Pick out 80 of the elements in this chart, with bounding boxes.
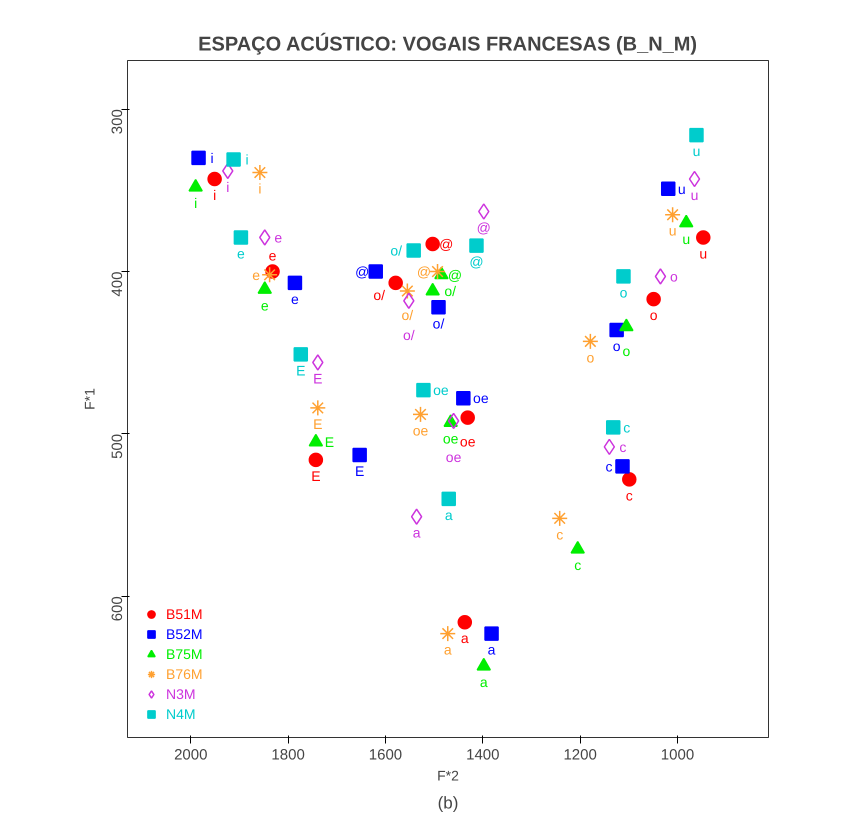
data-label: oe — [473, 390, 489, 406]
y-tick-label: 400 — [109, 272, 126, 297]
data-label: o/ — [390, 242, 402, 258]
data-label: e — [237, 245, 246, 262]
data-label: E — [313, 370, 322, 386]
data-label: c — [619, 438, 626, 455]
data-label: u — [692, 143, 700, 160]
data-label: a — [460, 630, 469, 646]
data-label: i — [210, 150, 214, 166]
x-tick-label: 1600 — [368, 746, 402, 764]
data-label: i — [258, 180, 262, 197]
data-label: u — [678, 180, 686, 197]
data-label: i — [226, 178, 230, 195]
data-label: i — [194, 195, 198, 212]
data-label: o — [612, 338, 621, 354]
data-label: i — [246, 152, 249, 168]
x-axis-title: F*2 — [437, 768, 460, 784]
data-label: e — [274, 229, 282, 246]
data-label: o/ — [402, 326, 415, 343]
x-tick-label: 2000 — [174, 746, 208, 764]
data-label: e — [268, 248, 277, 264]
data-label: u — [682, 230, 690, 247]
data-label: e — [252, 266, 260, 283]
data-label: oe — [412, 422, 428, 438]
data-label: @ — [448, 266, 462, 283]
data-label: o — [622, 342, 630, 359]
data-label: E — [354, 463, 364, 480]
data-label: c — [626, 487, 633, 504]
data-label: a — [444, 506, 453, 523]
data-label: a — [412, 524, 421, 541]
legend-label: B51M — [166, 605, 203, 623]
data-label: o — [620, 284, 628, 300]
y-tick-label: 600 — [109, 596, 126, 622]
x-tick-label: 1400 — [466, 746, 500, 764]
data-label: @ — [355, 264, 370, 280]
data-label: o — [670, 268, 678, 284]
legend-label: N4M — [166, 705, 196, 723]
y-axis-title: F*1 — [82, 388, 98, 410]
legend-label: B76M — [166, 665, 203, 683]
y-tick-label: 300 — [109, 109, 126, 134]
data-label: @ — [476, 219, 491, 236]
data-label: E — [311, 468, 321, 484]
data-label: a — [488, 642, 496, 658]
data-label: u — [690, 187, 698, 204]
legend-label: B75M — [166, 645, 203, 663]
chart-title: ESPAÇO ACÚSTICO: VOGAIS FRANCESAS (B_N_M) — [198, 32, 698, 56]
data-label: E — [313, 416, 322, 432]
data-label: @ — [416, 264, 432, 280]
legend-label: N3M — [166, 685, 196, 703]
data-label: oe — [442, 430, 459, 447]
data-label: o/ — [444, 283, 456, 300]
data-label: o/ — [373, 286, 386, 303]
text: (b) — [438, 794, 458, 812]
data-label: c — [556, 526, 564, 542]
data-label: o/ — [432, 315, 444, 332]
data-label: a — [444, 642, 452, 658]
data-label: @ — [469, 254, 484, 270]
y-tick-label: 500 — [109, 434, 126, 459]
data-label: u — [699, 245, 708, 262]
data-label: e — [260, 297, 269, 314]
data-label: E — [324, 434, 334, 450]
data-label: oe — [433, 382, 449, 398]
data-label: @ — [439, 236, 454, 252]
data-label: c — [574, 557, 582, 574]
data-label: oe — [446, 448, 462, 465]
data-label: u — [668, 222, 677, 239]
x-tick-label: 1200 — [563, 746, 597, 764]
x-tick-label: 1800 — [271, 746, 305, 764]
data-label: E — [296, 362, 306, 378]
data-label: oe — [460, 434, 476, 450]
x-tick-label: 1000 — [660, 746, 694, 764]
data-label: o/ — [402, 307, 414, 324]
data-label: a — [480, 674, 488, 690]
data-label: c — [623, 419, 630, 436]
data-label: e — [291, 290, 300, 307]
data-label: o — [586, 349, 594, 366]
legend-label: B52M — [166, 625, 203, 643]
data-label: o — [650, 307, 658, 324]
data-label: c — [605, 458, 612, 474]
data-label: i — [213, 187, 216, 204]
